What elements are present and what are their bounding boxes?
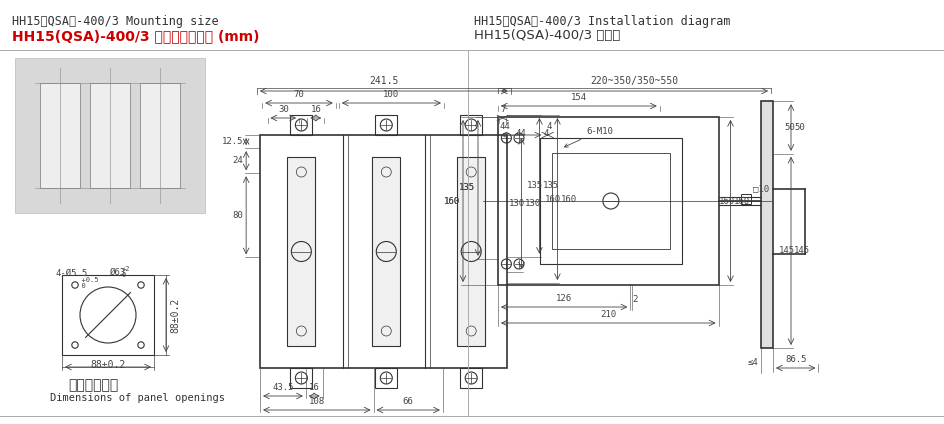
Text: 4-Ø5.5: 4-Ø5.5 xyxy=(56,269,88,278)
Text: HH15(QSA)-400/3 安装及外形尺寸 (mm): HH15(QSA)-400/3 安装及外形尺寸 (mm) xyxy=(12,29,260,43)
Text: 4: 4 xyxy=(544,129,549,138)
Text: 0: 0 xyxy=(56,283,86,289)
Text: 135: 135 xyxy=(528,181,544,190)
Bar xyxy=(287,157,315,346)
Bar xyxy=(261,135,508,368)
Bar xyxy=(761,101,773,348)
Text: 80: 80 xyxy=(232,211,244,220)
Text: 108: 108 xyxy=(309,397,325,406)
Bar xyxy=(498,117,718,285)
Text: 6-M10: 6-M10 xyxy=(565,126,613,147)
Text: 2: 2 xyxy=(632,295,638,304)
Bar xyxy=(461,368,482,388)
Bar xyxy=(15,58,205,213)
Text: 面板开孔尺寸: 面板开孔尺寸 xyxy=(68,378,118,392)
Bar xyxy=(62,275,154,355)
Text: 210: 210 xyxy=(600,310,616,319)
Text: +0.5: +0.5 xyxy=(56,277,98,283)
Text: 50: 50 xyxy=(784,123,795,132)
Text: 86.5: 86.5 xyxy=(785,355,806,364)
Bar xyxy=(291,368,312,388)
Text: 43.5: 43.5 xyxy=(272,383,294,392)
Text: HH15（QSA）-400/3 Installation diagram: HH15（QSA）-400/3 Installation diagram xyxy=(474,15,731,28)
Text: 44: 44 xyxy=(500,122,511,131)
Text: 135: 135 xyxy=(459,183,475,192)
Text: 160: 160 xyxy=(733,196,750,206)
Bar xyxy=(552,153,669,249)
Bar xyxy=(372,157,400,346)
Bar xyxy=(90,83,130,188)
Bar xyxy=(140,83,180,188)
Text: 160: 160 xyxy=(718,196,734,206)
Text: □10: □10 xyxy=(753,184,769,193)
Text: 50: 50 xyxy=(794,123,804,132)
Bar xyxy=(540,138,682,264)
Text: 154: 154 xyxy=(571,93,587,102)
Bar xyxy=(461,115,482,135)
Text: +2: +2 xyxy=(122,266,130,272)
Text: 4: 4 xyxy=(547,122,551,131)
Text: 100: 100 xyxy=(383,90,399,99)
Text: 160: 160 xyxy=(444,196,460,206)
Text: 220~350/350~550: 220~350/350~550 xyxy=(590,76,679,86)
Text: 0: 0 xyxy=(122,272,126,278)
Text: 66: 66 xyxy=(403,397,413,406)
Text: 160: 160 xyxy=(444,196,460,206)
Bar xyxy=(741,194,751,204)
Bar xyxy=(457,157,485,346)
Text: 70: 70 xyxy=(294,90,304,99)
Text: 130: 130 xyxy=(525,199,541,208)
Text: 145: 145 xyxy=(779,246,795,255)
Text: 16: 16 xyxy=(311,105,321,114)
Text: 88±0.2: 88±0.2 xyxy=(170,297,180,332)
Text: 12.5: 12.5 xyxy=(222,137,244,146)
Text: 135: 135 xyxy=(459,183,475,192)
Text: 160: 160 xyxy=(561,195,577,204)
Text: HH15(QSA)-400/3 安装图: HH15(QSA)-400/3 安装图 xyxy=(474,29,620,42)
Text: 145: 145 xyxy=(794,246,810,255)
Text: 126: 126 xyxy=(556,294,572,303)
Text: 30: 30 xyxy=(278,105,289,114)
Text: 7: 7 xyxy=(500,105,505,114)
Text: HH15（QSA）-400/3 Mounting size: HH15（QSA）-400/3 Mounting size xyxy=(12,15,219,28)
Bar xyxy=(376,115,397,135)
Text: Ø63: Ø63 xyxy=(110,268,126,277)
Text: 241.5: 241.5 xyxy=(369,76,398,86)
Bar xyxy=(291,115,312,135)
Text: 130: 130 xyxy=(510,199,526,208)
Bar xyxy=(376,368,397,388)
Text: 135: 135 xyxy=(543,181,559,190)
Bar xyxy=(40,83,80,188)
Text: 88±0.2: 88±0.2 xyxy=(91,360,126,370)
Text: ≤4: ≤4 xyxy=(748,358,758,367)
Text: 16: 16 xyxy=(309,383,320,392)
Text: 160: 160 xyxy=(546,195,562,204)
Text: 24: 24 xyxy=(232,156,244,165)
Text: 44: 44 xyxy=(515,129,527,138)
Text: Dimensions of panel openings: Dimensions of panel openings xyxy=(50,393,225,403)
